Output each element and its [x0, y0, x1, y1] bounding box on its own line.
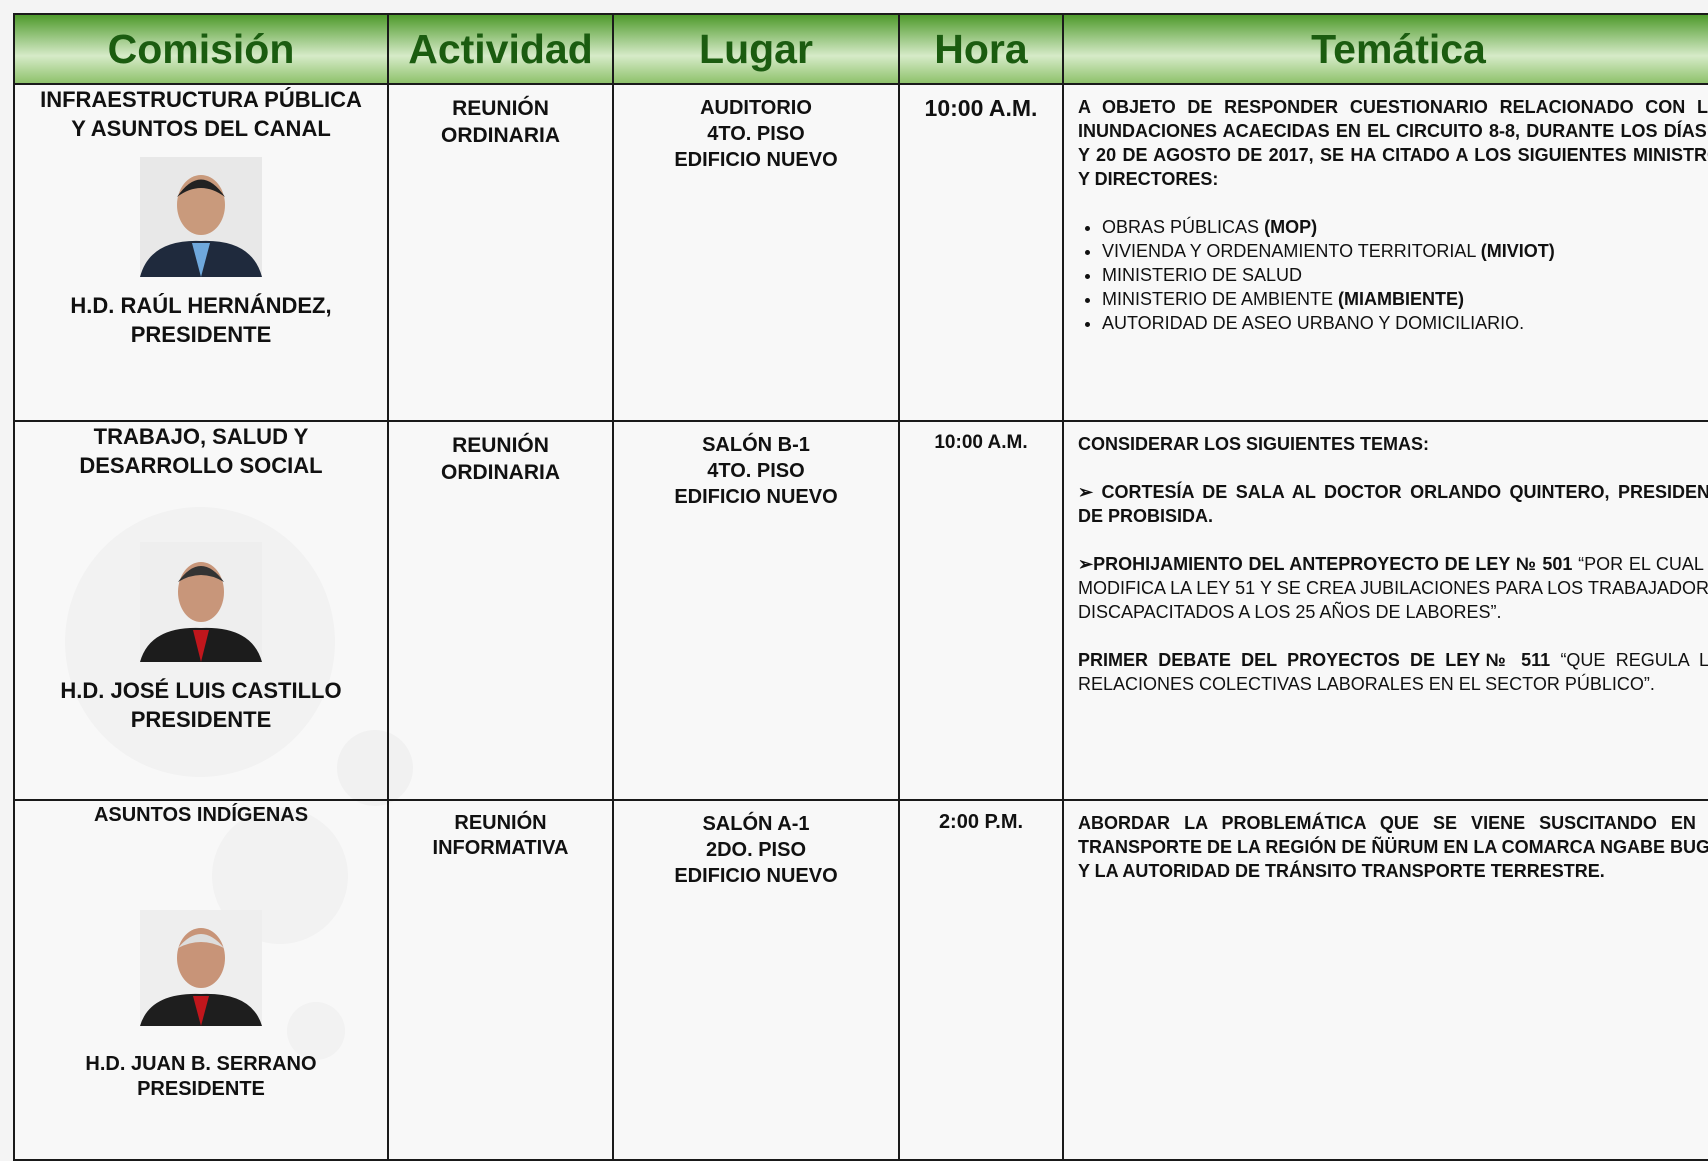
time: 2:00 P.M. — [898, 799, 1064, 1161]
item-text: MINISTERIO DE AMBIENTE — [1102, 289, 1334, 309]
point-lead: PRIMER DEBATE DEL PROYECTOS DE LEY№ 511 — [1078, 650, 1551, 670]
place-line: EDIFICIO NUEVO — [674, 486, 838, 508]
time: 10:00 A.M. — [898, 420, 1064, 801]
page: Comisión Actividad Lugar Hora Temática I… — [0, 0, 1708, 1137]
place-line: 2DO. PISO — [705, 839, 807, 861]
topic-intro: A OBJETO DE RESPONDER CUESTIONARIO RELAC… — [1078, 97, 1708, 189]
place: SALÓN B-1 4TO. PISO EDIFICIO NUEVO — [612, 420, 900, 801]
commission: ASUNTOS INDÍGENAS — [93, 804, 309, 826]
header-row: Comisión Actividad Lugar Hora Temática — [13, 13, 1708, 85]
item-code: (MIAMBIENTE) — [1338, 289, 1465, 309]
commission: TRABAJO, SALUD Y DESARROLLO SOCIAL — [79, 424, 323, 478]
row: INFRAESTRUCTURA PÚBLICA Y ASUNTOS DEL CA… — [13, 83, 1708, 422]
list-item: MINISTERIO DE SALUD — [1102, 263, 1708, 287]
time: 10:00 A.M. — [898, 83, 1064, 422]
activity-text: REUNIÓN INFORMATIVA — [432, 812, 569, 859]
place-line: EDIFICIO NUEVO — [674, 149, 838, 171]
commission: INFRAESTRUCTURA PÚBLICA Y ASUNTOS DEL CA… — [40, 87, 362, 141]
row: TRABAJO, SALUD Y DESARROLLO SOCIAL H.D. … — [13, 420, 1708, 801]
list-item: OBRAS PÚBLICAS (MOP) — [1102, 215, 1708, 239]
place-line: 4TO. PISO — [707, 460, 805, 482]
activity-text: REUNIÓN ORDINARIA — [441, 97, 560, 147]
member: H.D. RAÚL HERNÁNDEZ, — [70, 293, 332, 318]
topic-intro: CONSIDERAR LOS SIGUIENTES TEMAS: — [1078, 434, 1430, 454]
commission-cell: INFRAESTRUCTURA PÚBLICA Y ASUNTOS DEL CA… — [13, 83, 389, 422]
photo — [140, 542, 262, 662]
item-code: (MIVIOT) — [1480, 241, 1555, 261]
member: H.D. JOSÉ LUIS CASTILLO — [60, 678, 342, 703]
activity: REUNIÓN ORDINARIA — [387, 83, 614, 422]
role: PRESIDENTE — [130, 322, 272, 347]
point: ➢PROHIJAMIENTO DEL ANTEPROYECTO DE LEY №… — [1078, 552, 1708, 624]
photo — [140, 157, 262, 277]
activity: REUNIÓN INFORMATIVA — [387, 799, 614, 1161]
commission-cell: ASUNTOS INDÍGENAS H.D. JUAN B. SERRANO P… — [13, 799, 389, 1161]
item-code: (MOP) — [1264, 217, 1318, 237]
row: ASUNTOS INDÍGENAS H.D. JUAN B. SERRANO P… — [13, 799, 1708, 1161]
list-item: MINISTERIO DE AMBIENTE (MIAMBIENTE) — [1102, 287, 1708, 311]
header: Comisión — [13, 13, 389, 85]
point-quote: “POR EL CUAL SE MODIFICA LA LEY 51 Y SE … — [1078, 554, 1708, 622]
activity: REUNIÓN ORDINARIA — [387, 420, 614, 801]
item-text: VIVIENDA Y ORDENAMIENTO TERRITORIAL — [1102, 241, 1476, 261]
commission-cell: TRABAJO, SALUD Y DESARROLLO SOCIAL H.D. … — [13, 420, 389, 801]
agenda-table: Comisión Actividad Lugar Hora Temática I… — [13, 13, 1708, 1161]
place-line: SALÓN A-1 — [702, 813, 810, 835]
item-text: OBRAS PÚBLICAS — [1102, 217, 1260, 237]
topic-list: OBRAS PÚBLICAS (MOP) VIVIENDA Y ORDENAMI… — [1078, 215, 1708, 335]
topic: CONSIDERAR LOS SIGUIENTES TEMAS: ➢ CORTE… — [1062, 420, 1708, 801]
point: PRIMER DEBATE DEL PROYECTOS DE LEY№ 511 … — [1078, 648, 1708, 696]
point-lead: PROHIJAMIENTO DEL ANTEPROYECTO DE LEY № … — [1093, 554, 1573, 574]
role: PRESIDENTE — [137, 1078, 265, 1100]
point-quote: “QUE REGULA LAS RELACIONES COLECTIVAS LA… — [1078, 650, 1708, 694]
activity-text: REUNIÓN ORDINARIA — [441, 434, 560, 484]
topic: A OBJETO DE RESPONDER CUESTIONARIO RELAC… — [1062, 83, 1708, 422]
point: ➢ CORTESÍA DE SALA AL DOCTOR ORLANDO QUI… — [1078, 480, 1708, 528]
item-text: MINISTERIO DE SALUD — [1102, 265, 1303, 285]
header: Lugar — [612, 13, 900, 85]
role: PRESIDENTE — [130, 707, 272, 732]
member: H.D. JUAN B. SERRANO — [85, 1053, 317, 1075]
place-line: AUDITORIO — [700, 97, 812, 119]
list-item: AUTORIDAD DE ASEO URBANO Y DOMICILIARIO. — [1102, 311, 1708, 335]
topic: ABORDAR LA PROBLEMÁTICA QUE SE VIENE SUS… — [1062, 799, 1708, 1161]
header: Temática — [1062, 13, 1708, 85]
photo — [140, 910, 262, 1026]
item-text: AUTORIDAD DE ASEO URBANO Y DOMICILIARIO. — [1102, 313, 1525, 333]
place: AUDITORIO 4TO. PISO EDIFICIO NUEVO — [612, 83, 900, 422]
point-lead: CORTESÍA DE SALA AL DOCTOR ORLANDO QUINT… — [1078, 482, 1708, 526]
place-line: 4TO. PISO — [707, 123, 805, 145]
place: SALÓN A-1 2DO. PISO EDIFICIO NUEVO — [612, 799, 900, 1161]
place-line: SALÓN B-1 — [702, 434, 810, 456]
list-item: VIVIENDA Y ORDENAMIENTO TERRITORIAL (MIV… — [1102, 239, 1708, 263]
header: Hora — [898, 13, 1064, 85]
header: Actividad — [387, 13, 614, 85]
place-line: EDIFICIO NUEVO — [674, 865, 838, 887]
topic-intro: ABORDAR LA PROBLEMÁTICA QUE SE VIENE SUS… — [1078, 813, 1708, 881]
